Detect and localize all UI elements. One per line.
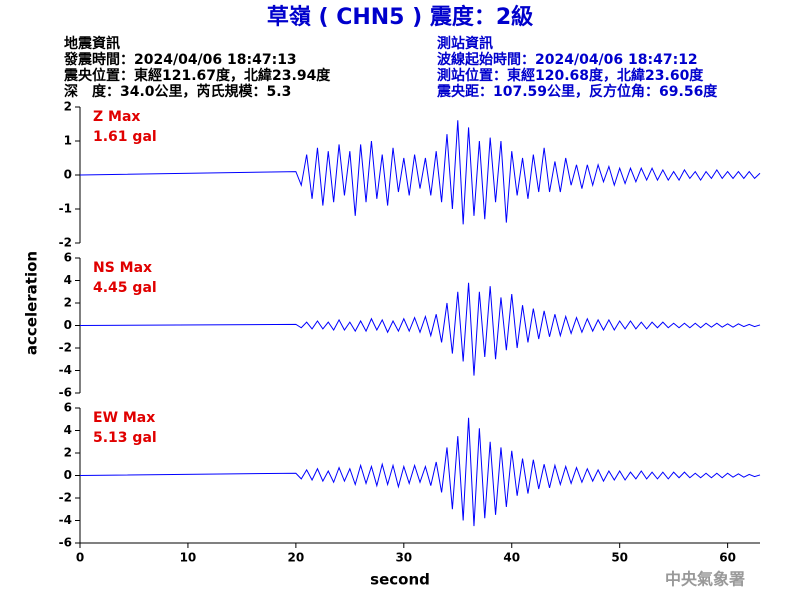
x-tick-label: 30 xyxy=(395,551,412,565)
y-tick-label: 0 xyxy=(64,168,72,182)
y-tick-label: 2 xyxy=(64,446,72,460)
x-tick-label: 40 xyxy=(503,551,520,565)
y-tick-label: 1 xyxy=(64,134,72,148)
x-tick-label: 50 xyxy=(611,551,628,565)
header-right-line: 波線起始時間：2024/04/06 18:47:12 xyxy=(437,51,698,68)
y-tick-label: 4 xyxy=(64,273,72,287)
annotation: 1.61 gal xyxy=(93,129,157,145)
header-right-line: 測站位置：東經120.68度，北緯23.60度 xyxy=(437,67,704,84)
annotation: NS Max xyxy=(93,260,152,276)
x-axis-label: second xyxy=(370,571,430,589)
y-tick-label: -4 xyxy=(59,513,72,527)
y-tick-label: 6 xyxy=(64,401,72,415)
header-left-line: 震央位置：東經121.67度，北緯23.94度 xyxy=(63,67,331,84)
waveform xyxy=(79,417,761,527)
header-left-line: 地震資訊 xyxy=(64,35,120,52)
y-tick-label: 2 xyxy=(64,296,72,310)
y-tick-label: 0 xyxy=(64,468,72,482)
y-tick-label: -2 xyxy=(59,341,72,355)
annotation: EW Max xyxy=(93,410,155,426)
y-tick-label: -2 xyxy=(59,491,72,505)
annotation: 5.13 gal xyxy=(93,430,157,446)
y-tick-label: 2 xyxy=(64,100,72,114)
annotation: Z Max xyxy=(93,109,140,125)
x-tick-label: 60 xyxy=(719,551,736,565)
annotation: 4.45 gal xyxy=(93,280,157,296)
y-tick-label: 6 xyxy=(64,251,72,265)
y-tick-label: -6 xyxy=(59,536,72,550)
header-left-line: 發震時間：2024/04/06 18:47:13 xyxy=(63,51,297,68)
waveform xyxy=(79,120,761,225)
y-axis-label: acceleration xyxy=(23,251,41,355)
x-tick-label: 20 xyxy=(288,551,305,565)
y-tick-label: 4 xyxy=(64,423,72,437)
x-tick-label: 10 xyxy=(180,551,197,565)
header-left-line: 深 度：34.0公里，芮氏規模：5.3 xyxy=(64,83,291,100)
y-tick-label: -6 xyxy=(59,386,72,400)
y-tick-label: -2 xyxy=(59,236,72,250)
watermark: 中央氣象署 xyxy=(665,570,745,589)
y-tick-label: 0 xyxy=(64,318,72,332)
header-right-line: 震央距：107.59公里，反方位角：69.56度 xyxy=(436,83,718,100)
y-tick-label: -4 xyxy=(59,363,72,377)
waveform xyxy=(79,282,761,376)
y-tick-label: -1 xyxy=(59,202,72,216)
chart-title: 草嶺 ( CHN5 ) 震度：2級 xyxy=(267,4,533,30)
header-right-line: 測站資訊 xyxy=(437,35,493,52)
x-tick-label: 0 xyxy=(76,551,84,565)
